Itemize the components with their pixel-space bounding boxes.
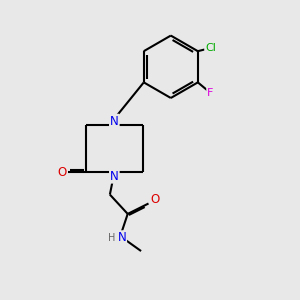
- Text: O: O: [58, 166, 67, 179]
- Text: Cl: Cl: [205, 43, 216, 53]
- Text: F: F: [207, 88, 214, 98]
- Text: H: H: [108, 233, 116, 243]
- Text: N: N: [117, 231, 126, 244]
- Text: N: N: [110, 170, 119, 183]
- Text: O: O: [150, 194, 160, 206]
- Text: N: N: [110, 115, 119, 128]
